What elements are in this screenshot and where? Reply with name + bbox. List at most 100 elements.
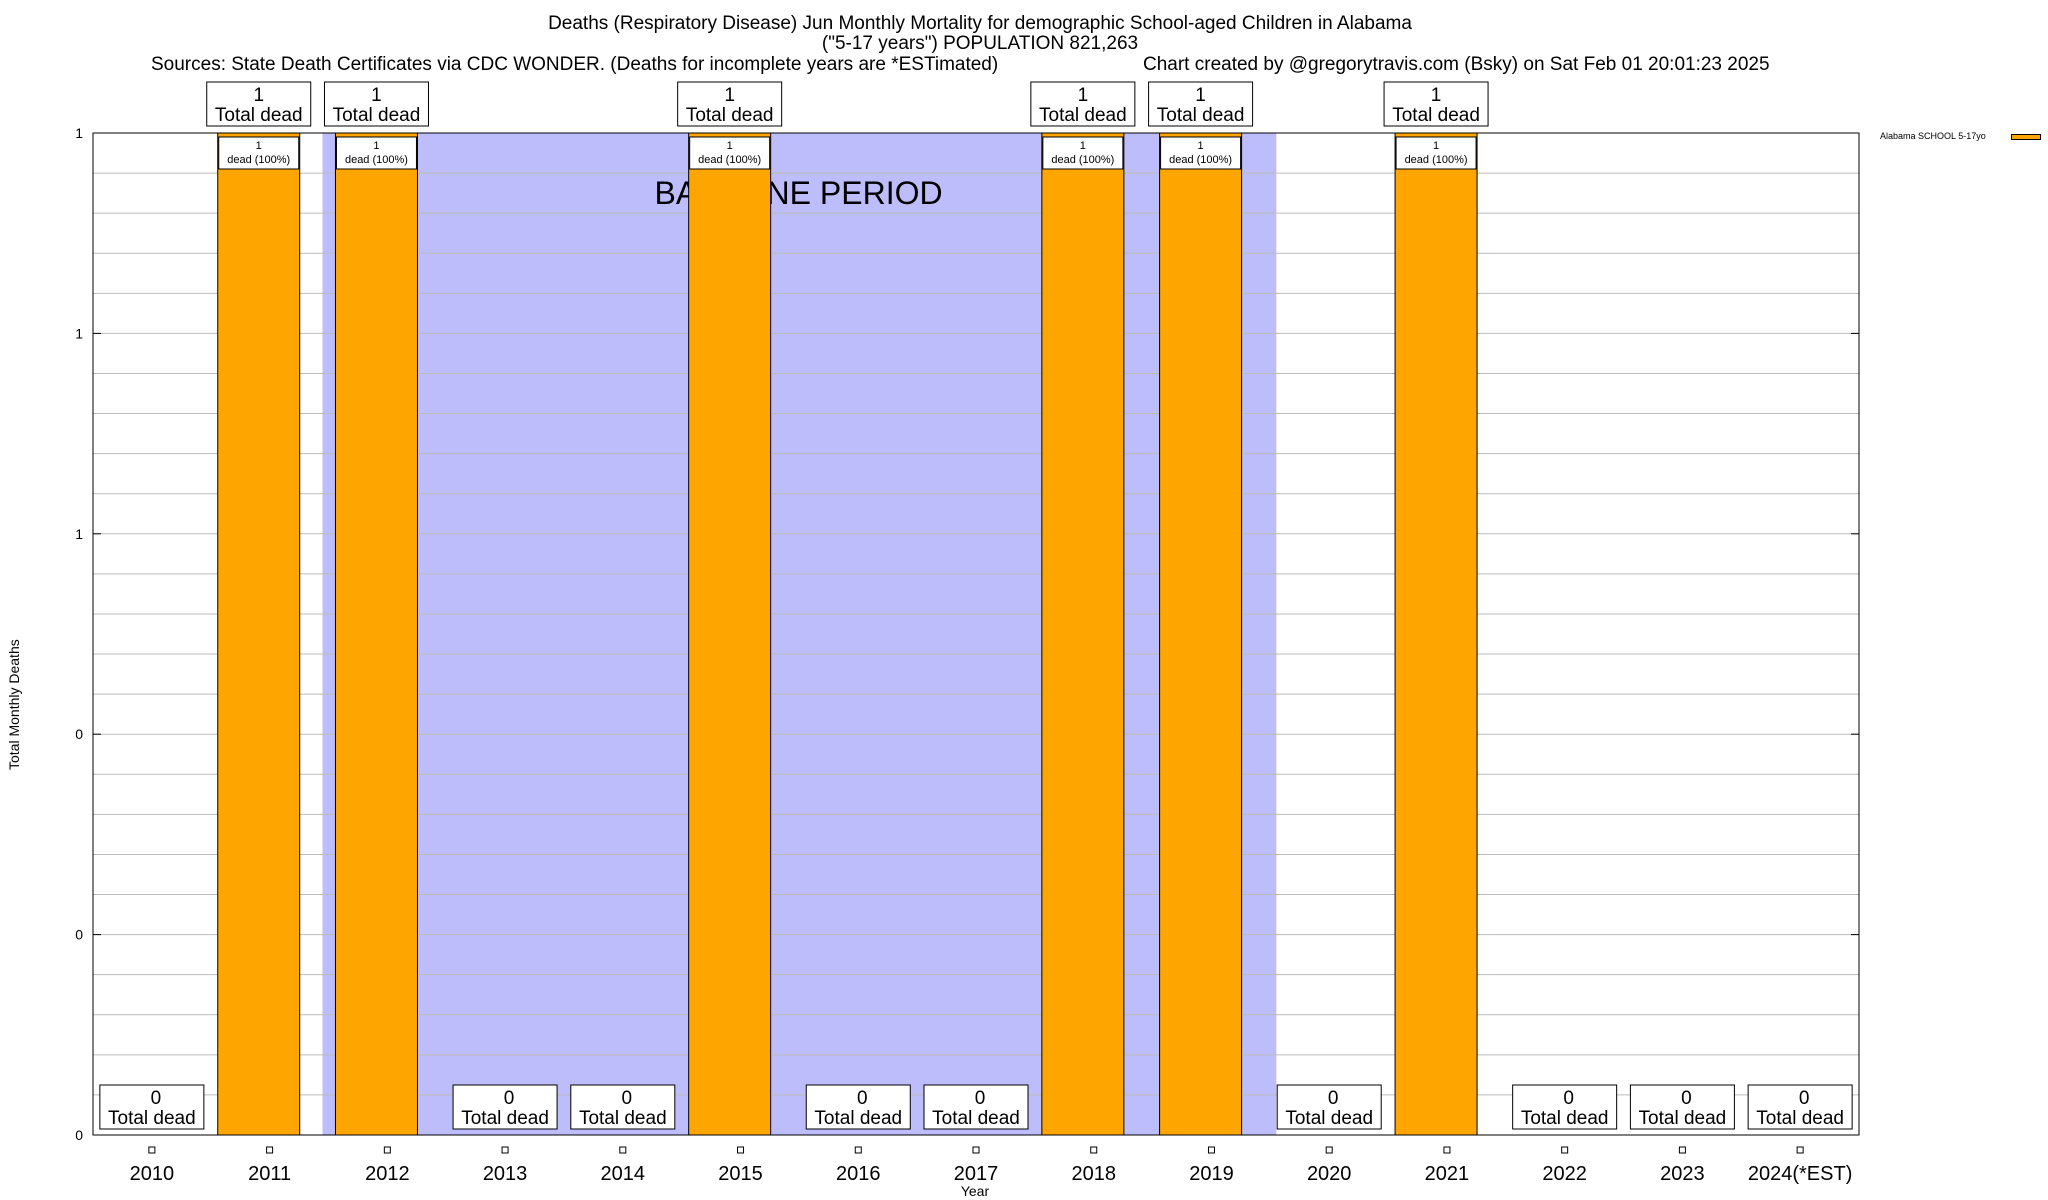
total-dead-value: 0 [622, 1088, 633, 1109]
total-dead-box [1383, 81, 1489, 127]
x-tick-label: 2015 [718, 1163, 763, 1185]
total-dead-value: 1 [724, 85, 735, 106]
y-tick-label: 0 [75, 927, 83, 943]
chart-subtitle-population: ("5-17 years") POPULATION 821,263 [821, 33, 1139, 54]
x-tick-label: 2018 [1071, 1163, 1116, 1185]
x-tick-label: 2013 [483, 1163, 528, 1185]
bar-inner-value: 1 [1080, 140, 1086, 152]
bar-2021 [1394, 132, 1478, 1136]
total-dead-value: 1 [1078, 85, 1089, 106]
legend-swatch [2011, 134, 2041, 140]
bar-inner-percent: dead (100%) [698, 154, 761, 166]
x-tick-label: 2021 [1425, 1163, 1470, 1185]
total-dead-box [1276, 1084, 1382, 1130]
total-dead-label: Total dead [814, 1108, 902, 1129]
x-tick-label: 2020 [1307, 1163, 1352, 1185]
total-dead-label: Total dead [461, 1108, 549, 1129]
bar-inner-label-box [218, 136, 300, 170]
x-tick-marker [1207, 1146, 1215, 1154]
total-dead-value: 0 [151, 1088, 162, 1109]
x-tick-label: 2017 [954, 1163, 999, 1185]
total-dead-box [206, 81, 312, 127]
total-dead-label: Total dead [1285, 1108, 1373, 1129]
x-tick-marker [148, 1146, 156, 1154]
bar-inner-label-box [335, 136, 417, 170]
chart-sources: Sources: State Death Certificates via CD… [151, 54, 999, 75]
x-tick-marker [383, 1146, 391, 1154]
total-dead-label: Total dead [1157, 105, 1245, 126]
bar-2011 [217, 132, 301, 1136]
total-dead-box [923, 1084, 1029, 1130]
total-dead-box [1148, 81, 1254, 127]
bar-inner-percent: dead (100%) [1051, 154, 1114, 166]
x-axis-label: Year [961, 1183, 990, 1199]
baseline-period-band [322, 133, 1277, 1135]
y-tick-label: 0 [75, 726, 83, 742]
x-tick-label: 2011 [248, 1163, 291, 1185]
total-dead-box [1030, 81, 1136, 127]
x-tick-label: 2014 [601, 1163, 646, 1185]
x-tick-label: 2023 [1660, 1163, 1705, 1185]
bar-inner-label-box [1160, 136, 1242, 170]
x-tick-marker [1443, 1146, 1451, 1154]
bar-2018 [1041, 132, 1125, 1136]
bar-inner-value: 1 [1198, 140, 1204, 152]
x-tick-marker [501, 1146, 509, 1154]
x-tick-label: 2024(*EST) [1748, 1163, 1853, 1185]
chart-credit: Chart created by @gregorytravis.com (Bsk… [1143, 54, 1770, 75]
total-dead-label: Total dead [1392, 105, 1480, 126]
total-dead-box [1629, 1084, 1735, 1130]
bar-inner-label-box [689, 136, 771, 170]
x-tick-marker [737, 1146, 745, 1154]
bar-2012 [334, 132, 418, 1136]
total-dead-box [323, 81, 429, 127]
x-tick-label: 2022 [1542, 1163, 1587, 1185]
total-dead-label: Total dead [108, 1108, 196, 1129]
x-tick-marker [972, 1146, 980, 1154]
total-dead-value: 1 [371, 85, 382, 106]
total-dead-value: 0 [975, 1088, 986, 1109]
total-dead-box [1747, 1084, 1853, 1130]
total-dead-label: Total dead [333, 105, 421, 126]
total-dead-box [99, 1084, 205, 1130]
plot-frame [92, 132, 1860, 1136]
total-dead-value: 1 [253, 85, 264, 106]
x-tick-marker [266, 1146, 274, 1154]
bar-inner-value: 1 [727, 140, 733, 152]
bar-inner-value: 1 [1433, 140, 1439, 152]
x-tick-marker [854, 1146, 862, 1154]
x-tick-label: 2019 [1189, 1163, 1234, 1185]
y-tick-label: 1 [75, 325, 83, 341]
total-dead-value: 1 [1431, 85, 1442, 106]
total-dead-label: Total dead [215, 105, 303, 126]
total-dead-box [1512, 1084, 1618, 1130]
total-dead-label: Total dead [686, 105, 774, 126]
bar-2015 [688, 132, 772, 1136]
x-tick-marker [1325, 1146, 1333, 1154]
total-dead-value: 0 [1799, 1088, 1810, 1109]
bar-inner-percent: dead (100%) [227, 154, 290, 166]
chart-title: Deaths (Respiratory Disease) Jun Monthly… [548, 13, 1412, 34]
x-tick-label: 2010 [130, 1163, 175, 1185]
total-dead-label: Total dead [932, 1108, 1020, 1129]
bar-inner-label-box [1042, 136, 1124, 170]
x-tick-label: 2012 [365, 1163, 410, 1185]
total-dead-value: 0 [1681, 1088, 1692, 1109]
bar-inner-percent: dead (100%) [1169, 154, 1232, 166]
bar-inner-label-box [1395, 136, 1477, 170]
total-dead-label: Total dead [1521, 1108, 1609, 1129]
total-dead-box [677, 81, 783, 127]
total-dead-box [452, 1084, 558, 1130]
total-dead-value: 0 [857, 1088, 868, 1109]
y-tick-label: 0 [75, 1127, 83, 1143]
x-tick-marker [619, 1146, 627, 1154]
x-tick-label: 2016 [836, 1163, 881, 1185]
total-dead-box [805, 1084, 911, 1130]
total-dead-value: 1 [1195, 85, 1206, 106]
total-dead-label: Total dead [1756, 1108, 1844, 1129]
bar-inner-percent: dead (100%) [1405, 154, 1468, 166]
x-tick-marker [1796, 1146, 1804, 1154]
x-tick-marker [1678, 1146, 1686, 1154]
bar-2019 [1159, 132, 1243, 1136]
bar-inner-value: 1 [373, 140, 379, 152]
